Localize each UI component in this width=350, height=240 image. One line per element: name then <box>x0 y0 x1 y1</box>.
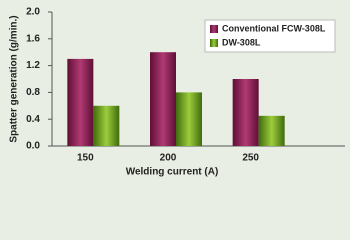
legend-swatch <box>210 25 218 33</box>
x-tick-label: 150 <box>77 153 94 164</box>
page: Spatter generation (g/min.) Welding curr… <box>8 6 345 178</box>
y-tick-label: 1.6 <box>26 33 40 44</box>
y-tick-label: 0.4 <box>26 114 40 125</box>
legend-label: DW-308L <box>222 37 261 47</box>
x-tick-label: 200 <box>160 153 177 164</box>
bar <box>232 79 259 146</box>
x-tick-label: 250 <box>242 153 259 164</box>
y-tick-label: 0.0 <box>26 141 40 152</box>
y-tick-label: 2.0 <box>26 7 40 18</box>
x-axis-label: Welding current (A) <box>126 167 219 178</box>
chart: Spatter generation (g/min.) Welding curr… <box>8 6 345 178</box>
legend-label: Conventional FCW-308L <box>222 23 326 33</box>
bar <box>176 92 202 146</box>
bar <box>258 115 285 146</box>
bar <box>67 58 94 146</box>
y-axis-label: Spatter generation (g/min.) <box>9 15 20 142</box>
y-tick-label: 1.2 <box>26 60 40 71</box>
y-tick-label: 0.8 <box>26 87 40 98</box>
legend-swatch <box>210 39 218 47</box>
legend-box <box>204 19 336 53</box>
bar <box>93 105 120 146</box>
bar <box>150 52 176 147</box>
